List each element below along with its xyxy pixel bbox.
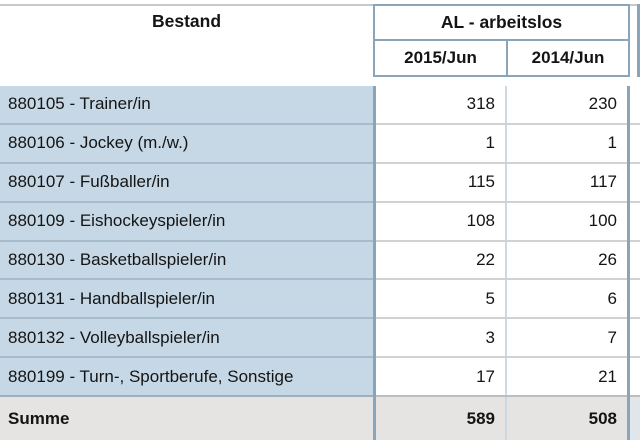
table-edge-sliver (630, 124, 640, 164)
value-2015: 318 (376, 86, 505, 125)
table-row: 880109 - Eishockeyspieler/in 108 100 (0, 202, 640, 242)
column-border (627, 358, 630, 397)
table-row: 880105 - Trainer/in 318 230 (0, 86, 640, 125)
column-border (373, 280, 376, 320)
column-border (627, 124, 630, 164)
summary-row: Summe 589 508 (0, 397, 640, 440)
column-border (627, 280, 630, 320)
value-2014: 6 (507, 280, 627, 320)
column-border (627, 319, 630, 359)
column-border (373, 163, 376, 203)
column-border (373, 86, 376, 125)
summary-label: Summe (0, 397, 373, 440)
row-label: 880107 - Fußballer/in (0, 163, 373, 203)
column-border (627, 163, 630, 203)
column-border (373, 397, 376, 440)
value-2014: 26 (507, 241, 627, 281)
row-label: 880109 - Eishockeyspieler/in (0, 202, 373, 242)
value-2014: 100 (507, 202, 627, 242)
column-border (505, 280, 507, 320)
header-top-border (0, 4, 373, 6)
table-body: 880105 - Trainer/in 318 230 880106 - Joc… (0, 86, 640, 440)
summary-value-2014: 508 (507, 397, 627, 440)
summary-value-2015: 589 (376, 397, 505, 440)
column-border (627, 397, 630, 440)
value-2015: 115 (376, 163, 505, 203)
row-label: 880106 - Jockey (m./w.) (0, 124, 373, 164)
group-header-arbeitslos: AL - arbeitslos (373, 4, 630, 39)
column-border (505, 163, 507, 203)
column-border (505, 86, 507, 125)
column-border (505, 397, 507, 440)
value-2014: 1 (507, 124, 627, 164)
value-2015: 17 (376, 358, 505, 397)
table-edge-sliver (630, 163, 640, 203)
column-border (505, 241, 507, 281)
period-header-row: 2015/Jun 2014/Jun (373, 39, 630, 77)
value-2015: 5 (376, 280, 505, 320)
row-label: 880105 - Trainer/in (0, 86, 373, 125)
table-row: 880130 - Basketballspieler/in 22 26 (0, 241, 640, 281)
column-border (505, 319, 507, 359)
table-edge-sliver (630, 280, 640, 320)
row-label: 880132 - Volleyballspieler/in (0, 319, 373, 359)
column-border (373, 319, 376, 359)
column-border (373, 241, 376, 281)
table-edge-sliver (630, 358, 640, 397)
period-header-2015: 2015/Jun (375, 41, 506, 75)
period-header-2014: 2014/Jun (508, 41, 628, 75)
column-border (627, 202, 630, 242)
table-edge-sliver (630, 241, 640, 281)
row-label: 880130 - Basketballspieler/in (0, 241, 373, 281)
row-label: 880131 - Handballspieler/in (0, 280, 373, 320)
value-2015: 1 (376, 124, 505, 164)
column-border (373, 202, 376, 242)
column-border (505, 358, 507, 397)
row-label: 880199 - Turn-, Sportberufe, Sonstige (0, 358, 373, 397)
column-border (505, 202, 507, 242)
value-2014: 21 (507, 358, 627, 397)
header-top-border-right (630, 4, 640, 6)
column-border (627, 241, 630, 281)
value-2014: 230 (507, 86, 627, 125)
value-2015: 22 (376, 241, 505, 281)
value-2015: 108 (376, 202, 505, 242)
value-2015: 3 (376, 319, 505, 359)
table-row: 880131 - Handballspieler/in 5 6 (0, 280, 640, 320)
column-border (505, 124, 507, 164)
table-row: 880199 - Turn-, Sportberufe, Sonstige 17… (0, 358, 640, 397)
column-border (627, 86, 630, 125)
table-row: 880132 - Volleyballspieler/in 3 7 (0, 319, 640, 359)
column-border (373, 358, 376, 397)
column-divider (506, 41, 508, 75)
table-edge-sliver (630, 86, 640, 125)
table-row: 880106 - Jockey (m./w.) 1 1 (0, 124, 640, 164)
table-edge-sliver (630, 202, 640, 242)
table-edge-sliver (630, 319, 640, 359)
table-edge-sliver (630, 397, 640, 440)
next-column-border (637, 4, 640, 77)
column-border (373, 124, 376, 164)
value-2014: 7 (507, 319, 627, 359)
column-header-bestand: Bestand (151, 11, 222, 31)
value-2014: 117 (507, 163, 627, 203)
table-row: 880107 - Fußballer/in 115 117 (0, 163, 640, 203)
